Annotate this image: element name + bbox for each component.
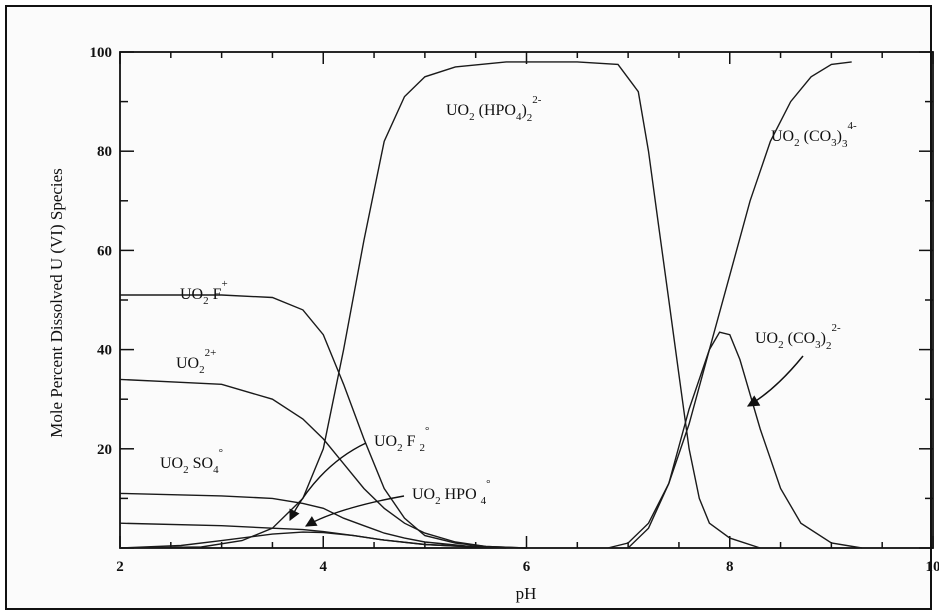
series-group — [119, 61, 863, 549]
series-line-6 — [607, 61, 852, 549]
series-line-7 — [627, 331, 863, 549]
series-label-2: UO2 SO4° — [160, 447, 223, 476]
series-label-6: UO2 (CO3)34- — [771, 120, 857, 150]
plot-border — [119, 51, 934, 549]
series-label-3: UO2 F 2° — [374, 425, 429, 454]
x-axis-title: pH — [516, 584, 537, 603]
x-tick-label: 6 — [523, 559, 531, 575]
series-line-0 — [120, 294, 527, 549]
y-axis-title: Mole Percent Dissolved U (VI) Species — [47, 168, 66, 438]
series-line-2 — [119, 492, 507, 549]
y-tick-label: 40 — [97, 343, 112, 359]
y-tick-label: 20 — [97, 442, 112, 458]
arrow-uo2f2 — [289, 442, 367, 522]
y-tick-label: 100 — [90, 45, 113, 61]
series-label-5: UO2 (HPO4)22- — [446, 94, 542, 124]
y-tick-label: 80 — [97, 144, 112, 160]
figure-frame — [5, 5, 932, 610]
series-label-0: UO2 F+ — [180, 278, 228, 307]
annotations — [289, 355, 804, 527]
x-tick-label: 4 — [320, 559, 328, 575]
arrow-uo2hpo4 — [305, 495, 405, 527]
y-tick-label: 60 — [97, 243, 112, 259]
x-tick-label: 8 — [726, 559, 734, 575]
series-line-4 — [119, 531, 527, 549]
series-label-4: UO2 HPO 4° — [412, 478, 491, 507]
series-label-7: UO2 (CO3)22- — [755, 322, 841, 352]
series-label-1: UO22+ — [176, 347, 216, 376]
x-tick-label: 10 — [926, 559, 939, 575]
arrow-uo2co3-2 — [746, 355, 804, 407]
x-tick-label: 2 — [116, 559, 124, 575]
series-labels: UO2 F+ UO22+ UO2 SO4° UO2 F 2° UO2 HPO 4° UO2… — [160, 94, 857, 507]
series-line-1 — [119, 378, 527, 549]
